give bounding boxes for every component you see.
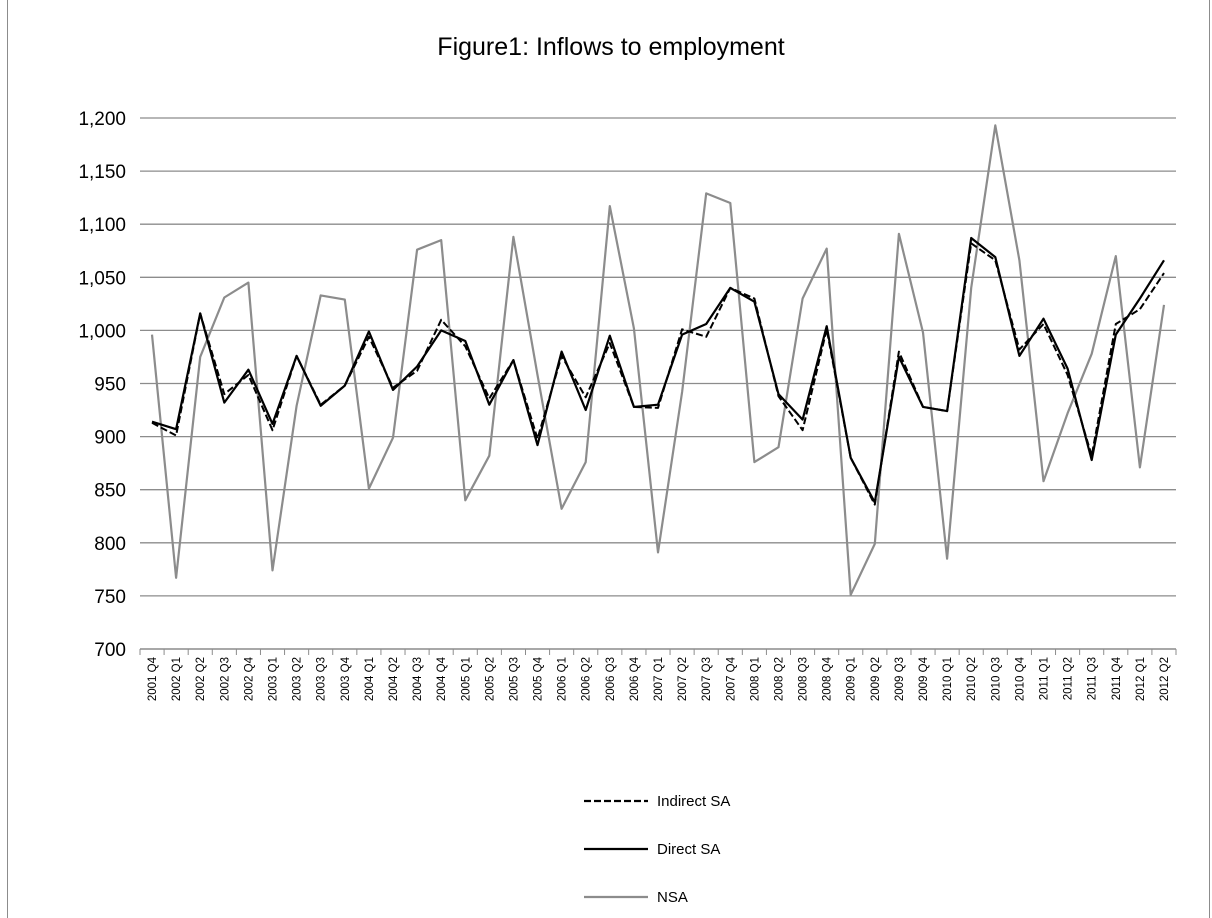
x-tick-label: 2002 Q4 (243, 656, 255, 701)
x-tick-label: 2012 Q1 (1135, 657, 1147, 701)
y-tick-label: 1,150 (78, 162, 126, 183)
legend-label: NSA (657, 889, 688, 906)
x-tick-label: 2005 Q3 (508, 657, 520, 701)
x-axis (139, 648, 1177, 655)
x-tick-label: 2006 Q1 (557, 657, 569, 701)
x-tick-label: 2004 Q3 (412, 657, 424, 701)
x-tick-label: 2002 Q1 (171, 657, 183, 701)
y-tick-label: 1,100 (78, 215, 126, 236)
series-lines (150, 124, 1166, 596)
x-tick-label: 2010 Q3 (990, 657, 1002, 701)
x-tick-label: 2011 Q4 (1111, 656, 1123, 700)
legend-label: Direct SA (657, 841, 720, 858)
x-tick-label: 2008 Q2 (773, 657, 785, 701)
x-tick-label: 2009 Q1 (846, 657, 858, 701)
x-tick-label: 2002 Q2 (195, 657, 207, 701)
x-tick-label: 2002 Q3 (219, 657, 231, 701)
x-tick-label: 2008 Q4 (822, 656, 834, 701)
y-tick-label: 750 (94, 587, 126, 608)
x-tick-label: 2007 Q4 (725, 656, 737, 701)
x-tick-label: 2010 Q4 (1014, 656, 1026, 701)
x-tick-label: 2004 Q1 (364, 657, 376, 701)
y-tick-label: 700 (94, 640, 126, 661)
x-tick-label: 2003 Q1 (268, 657, 280, 701)
x-tick-label: 2011 Q1 (1038, 657, 1050, 700)
series-line-nsa (150, 124, 1166, 596)
x-tick-label: 2005 Q4 (533, 656, 545, 701)
x-tick-label: 2003 Q2 (292, 657, 304, 701)
x-tick-label: 2003 Q4 (340, 656, 352, 701)
y-axis-tick-labels: 700 750 800 850 900 950 1,000 1,050 1,100 1,150 1,… (78, 109, 126, 661)
x-tick-label: 2004 Q4 (436, 656, 448, 701)
x-axis-tick-labels: 2001 Q4 2002 Q1 2002 Q2 2002 Q3 2002 Q4 2003 … (147, 656, 1171, 701)
x-tick-label: 2006 Q2 (581, 657, 593, 701)
chart-title: Figure1: Inflows to employment (437, 33, 784, 61)
x-tick-label: 2011 Q3 (1087, 657, 1099, 700)
y-tick-label: 800 (94, 534, 126, 555)
y-tick-label: 1,050 (78, 268, 126, 289)
x-tick-label: 2007 Q1 (653, 657, 665, 701)
x-tick-label: 2011 Q2 (1063, 657, 1075, 700)
x-tick-label: 2009 Q2 (870, 657, 882, 701)
legend-label: Indirect SA (657, 793, 730, 810)
y-tick-label: 950 (94, 375, 126, 396)
x-tick-label: 2004 Q2 (388, 657, 400, 701)
legend: Indirect SA Direct SA NSA (584, 793, 730, 906)
x-tick-label: 2006 Q3 (605, 657, 617, 701)
y-tick-label: 900 (94, 428, 126, 449)
x-tick-label: 2008 Q3 (798, 657, 810, 701)
y-tick-label: 850 (94, 481, 126, 502)
x-tick-label: 2009 Q4 (918, 656, 930, 701)
x-tick-label: 2006 Q4 (629, 656, 641, 701)
x-tick-label: 2012 Q2 (1159, 657, 1171, 701)
x-tick-label: 2005 Q1 (460, 657, 472, 701)
x-tick-label: 2008 Q1 (749, 657, 761, 701)
x-tick-label: 2010 Q1 (942, 657, 954, 701)
x-tick-label: 2009 Q3 (894, 657, 906, 701)
x-tick-label: 2010 Q2 (966, 657, 978, 701)
chart-frame (7, 0, 1210, 918)
y-tick-label: 1,000 (78, 321, 126, 342)
y-tick-label: 1,200 (78, 109, 126, 130)
x-tick-label: 2005 Q2 (484, 657, 496, 701)
series-line-indirect-sa (151, 242, 1165, 506)
x-tick-label: 2001 Q4 (147, 656, 159, 701)
x-tick-label: 2007 Q3 (701, 657, 713, 701)
x-tick-label: 2003 Q3 (316, 657, 328, 701)
x-tick-label: 2007 Q2 (677, 657, 689, 701)
